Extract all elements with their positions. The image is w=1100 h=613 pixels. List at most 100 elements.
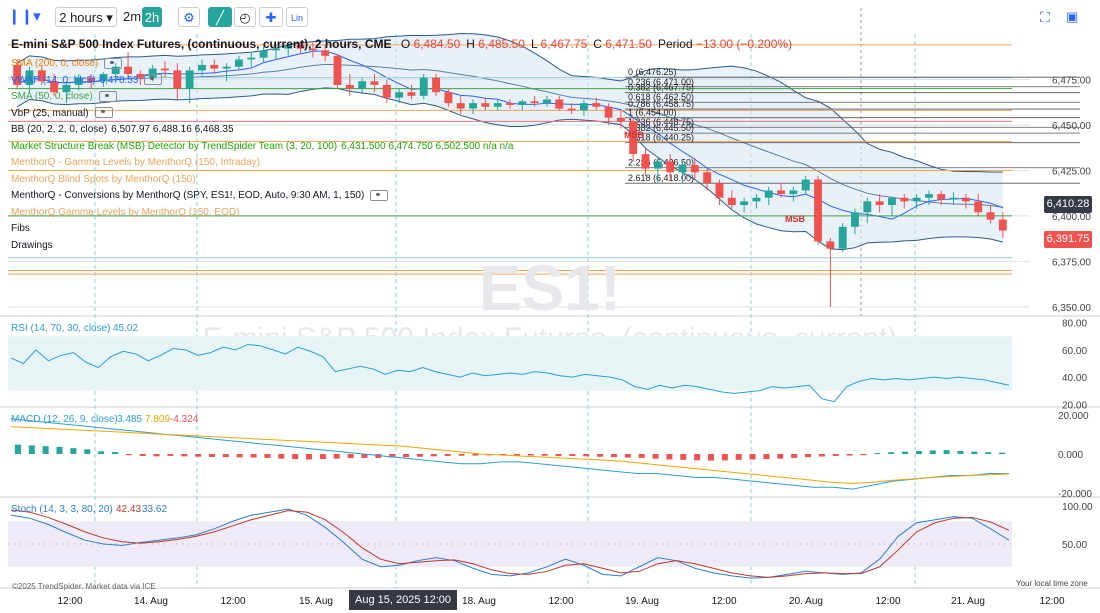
time-axis-label: 15. Aug	[299, 596, 333, 607]
candle-body	[432, 77, 441, 93]
timezone-label: Your local time zone	[1016, 579, 1088, 588]
camera-icon[interactable]: ▣	[1066, 9, 1079, 24]
candle-body	[937, 194, 946, 200]
macd-histogram-bar	[666, 454, 673, 460]
quick-interval-2m[interactable]: 2m	[122, 9, 142, 24]
macd-histogram-bar	[832, 454, 839, 456]
stoch-axis-label: 50.00	[1062, 540, 1087, 551]
candle-body	[13, 64, 22, 85]
indicator-legend-item[interactable]: SMA (200, 0, close)	[11, 57, 123, 71]
fib-level-label: 1 (6,454.00)	[628, 108, 677, 118]
indicator-legend-label: Market Structure Break (MSB) Detector by…	[11, 140, 338, 152]
macd-histogram-bar	[707, 454, 714, 461]
ohlc-key: C	[593, 37, 606, 51]
time-axis-label: 12:00	[711, 596, 737, 607]
macd-histogram-bar	[902, 451, 909, 454]
macd-histogram-bar	[195, 454, 202, 457]
indicators-icon[interactable]: ╱	[208, 7, 232, 27]
candle-body	[567, 108, 576, 111]
indicator-legend-item[interactable]: VbP (25, manual)	[11, 107, 113, 121]
stoch-axis-label: 100.00	[1062, 502, 1093, 513]
macd-histogram-bar	[98, 451, 105, 454]
eye-icon[interactable]	[144, 74, 163, 86]
candle-body	[690, 164, 699, 173]
macd-histogram-bar	[791, 454, 798, 458]
candle-body	[271, 48, 280, 51]
eye-icon[interactable]	[94, 107, 113, 119]
candle-body	[875, 201, 884, 206]
candle-body	[148, 68, 157, 78]
interval-select[interactable]: 2 hours ▾	[55, 7, 117, 27]
chart-type-icon[interactable]: ❙❙▾	[8, 8, 41, 25]
indicator-legend-item[interactable]: MenthorQ - Conversions by MenthorQ (SPY,…	[11, 189, 389, 203]
indicator-legend-item[interactable]: MenthorQ Gamma Levels by MenthorQ (150, …	[11, 206, 239, 220]
macd-histogram-bar	[929, 450, 936, 454]
symbol-title: E-mini S&P 500 Index Futures, (continuou…	[11, 37, 392, 51]
candle-body	[888, 197, 896, 206]
candle-body	[555, 99, 564, 109]
eye-icon[interactable]	[370, 189, 389, 201]
indicator-legend-item[interactable]: SMA (50, 0, close)	[11, 90, 117, 104]
rsi-axis-label: 40.00	[1062, 373, 1087, 384]
indicator-legend-item[interactable]: Fibs	[11, 222, 30, 236]
candle-body	[50, 81, 59, 93]
fib-level-label: 0.786 (6,458.75)	[628, 99, 694, 109]
msb-label: MSB	[624, 130, 645, 140]
rsi-line	[10, 343, 1010, 403]
fullscreen-icon[interactable]: ⛶	[1040, 9, 1050, 25]
candle-body	[161, 68, 169, 71]
indicator-legend-label: BB (20, 2, 2, 0, close)	[11, 124, 108, 135]
indicator-legend-item[interactable]: Drawings	[11, 239, 53, 253]
macd-histogram-bar	[458, 454, 465, 456]
candle-body	[703, 172, 712, 184]
macd-histogram-bar	[28, 445, 35, 454]
fib-level-label: 0.236 (6,471.00)	[628, 77, 694, 87]
candle-body	[493, 103, 502, 107]
indicator-legend-item[interactable]: Market Structure Break (MSB) Detector by…	[11, 140, 513, 154]
macd-histogram-bar	[569, 454, 576, 456]
candle-body	[395, 92, 404, 98]
symbol-title-row: E-mini S&P 500 Index Futures, (continuou…	[11, 37, 792, 51]
candle-body	[924, 194, 933, 198]
macd-histogram-bar	[763, 454, 770, 460]
scale-lin-toggle[interactable]: Lin	[286, 7, 308, 27]
candle-body	[900, 197, 909, 202]
macd-histogram-bar	[139, 454, 146, 456]
fib-level-label: 2.618 (6,418.00)	[628, 173, 694, 183]
cursor-date-label: Aug 15, 2025 12:00	[349, 590, 458, 610]
candle-body	[308, 48, 317, 51]
candle-body	[752, 197, 761, 202]
macd-histogram-bar	[250, 454, 257, 458]
eye-icon[interactable]	[98, 90, 117, 102]
candle-body	[579, 103, 588, 111]
macd-histogram-bar	[874, 453, 881, 455]
ref-price-badge: 6,410.28	[1044, 196, 1092, 213]
macd-histogram-bar	[333, 454, 340, 459]
indicator-legend-item[interactable]: MenthorQ - Gamma Levels by MenthorQ (150…	[11, 156, 260, 170]
macd-histogram-bar	[222, 454, 229, 458]
last-price-badge: 6,391.75	[1044, 231, 1092, 248]
candle-body	[641, 154, 650, 169]
fib-level-label: 1.382 (6,445.50)	[628, 123, 694, 133]
quick-interval-2h[interactable]: 2h	[142, 7, 162, 27]
macd-histogram-bar	[943, 450, 950, 454]
eye-icon[interactable]	[104, 57, 123, 69]
macd-histogram-bar	[777, 454, 784, 459]
indicator-legend-item[interactable]: MenthorQ Blind Spots by MenthorQ (150)	[11, 173, 196, 187]
indicator-legend-item[interactable]: BB (20, 2, 2, 0, close) 6,507.97 6,488.16…	[11, 123, 234, 137]
candle-body	[961, 197, 970, 202]
time-axis-label: 12:00	[875, 596, 901, 607]
gear-icon[interactable]: ⚙	[178, 7, 200, 27]
candle-body	[198, 64, 206, 71]
candle-body	[653, 161, 662, 169]
candle-body	[284, 44, 293, 49]
stoch-d-line	[10, 509, 1010, 578]
candle-body	[481, 103, 490, 107]
clock-icon[interactable]: ◴	[234, 7, 256, 27]
stoch-band	[8, 521, 1012, 567]
ohlc-key: O	[400, 37, 414, 51]
indicator-legend-label: VWAP (14, 0, hlc3)	[11, 74, 96, 86]
crosshair-icon[interactable]: ✚	[259, 7, 283, 27]
indicator-legend-item[interactable]: VWAP (14, 0, hlc3) 6,478.53	[11, 74, 163, 88]
